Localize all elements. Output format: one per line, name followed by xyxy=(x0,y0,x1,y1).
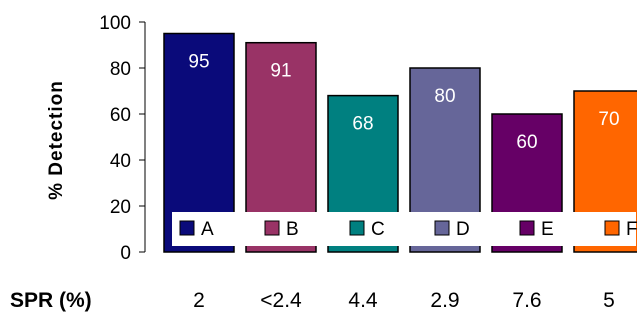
y-axis-title: % Detection xyxy=(46,80,67,200)
legend: A B C D E F xyxy=(172,212,637,246)
legend-swatch xyxy=(179,220,195,236)
spr-value: 5 xyxy=(603,289,615,312)
legend-swatch xyxy=(604,220,620,236)
data-label-c: 68 xyxy=(352,114,373,135)
y-tick-label: 100 xyxy=(99,13,131,34)
spr-row-label: SPR (%) xyxy=(10,289,92,312)
data-label-b: 91 xyxy=(270,61,291,82)
data-label-f: 70 xyxy=(598,109,619,130)
legend-label: B xyxy=(286,219,299,240)
legend-swatch xyxy=(264,220,280,236)
spr-value: 7.6 xyxy=(512,289,541,312)
y-axis-ticks: 0 20 40 60 80 100 xyxy=(99,13,145,264)
y-tick-label: 20 xyxy=(110,197,131,218)
y-tick-label: 80 xyxy=(110,59,131,80)
legend-swatch xyxy=(519,220,535,236)
legend-background xyxy=(172,212,636,246)
legend-label: C xyxy=(371,219,385,240)
y-tick-label: 0 xyxy=(120,243,131,264)
data-label-d: 80 xyxy=(434,86,455,107)
spr-value: 2.9 xyxy=(430,289,459,312)
spr-value: 4.4 xyxy=(348,289,378,312)
legend-label: D xyxy=(456,219,470,240)
data-label-a: 95 xyxy=(188,52,209,73)
spr-row: SPR (%) 2 <2.4 4.4 2.9 7.6 5 xyxy=(10,289,615,312)
legend-label: E xyxy=(541,219,554,240)
spr-value: 2 xyxy=(193,289,205,312)
y-tick-label: 60 xyxy=(110,105,131,126)
y-tick-label: 40 xyxy=(110,151,131,172)
data-label-e: 60 xyxy=(516,132,537,153)
legend-label: A xyxy=(201,219,214,240)
legend-label: F xyxy=(626,219,637,240)
legend-swatch xyxy=(434,220,450,236)
spr-value: <2.4 xyxy=(260,289,302,312)
legend-swatch xyxy=(349,220,365,236)
